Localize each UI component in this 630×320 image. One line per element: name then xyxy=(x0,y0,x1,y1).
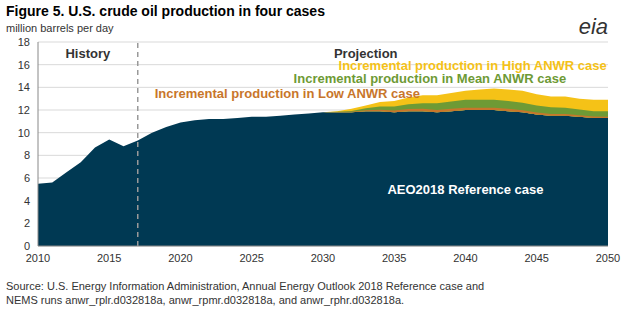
svg-text:Incremental production in Mean: Incremental production in Mean ANWR case xyxy=(294,71,567,86)
html-text:eia: eia xyxy=(578,14,608,39)
svg-text:2045: 2045 xyxy=(525,252,549,264)
svg-text:2030: 2030 xyxy=(311,252,335,264)
svg-text:2050: 2050 xyxy=(596,252,620,264)
svg-text:16: 16 xyxy=(18,59,30,71)
svg-text:8: 8 xyxy=(24,149,30,161)
svg-text:2015: 2015 xyxy=(97,252,121,264)
svg-text:0: 0 xyxy=(24,240,30,252)
svg-text:2025: 2025 xyxy=(240,252,264,264)
svg-text:12: 12 xyxy=(18,104,30,116)
svg-text:18: 18 xyxy=(18,36,30,48)
svg-text:Projection: Projection xyxy=(334,45,398,61)
svg-text:2010: 2010 xyxy=(26,252,50,264)
html-text:Source: U.S. Energy Informatio: Source: U.S. Energy Information Administ… xyxy=(6,280,485,292)
svg-text:10: 10 xyxy=(18,127,30,139)
svg-text:14: 14 xyxy=(18,81,30,93)
svg-text:2035: 2035 xyxy=(382,252,406,264)
svg-text:6: 6 xyxy=(24,172,30,184)
svg-text:2: 2 xyxy=(24,217,30,229)
html-text:NEMS runs anwr_rplr.d032818a,: NEMS runs anwr_rplr.d032818a, anwr_rpmr.… xyxy=(6,294,405,306)
svg-text:History: History xyxy=(65,46,111,61)
svg-text:2040: 2040 xyxy=(453,252,477,264)
svg-text:Incremental production in Low: Incremental production in Low ANWR case xyxy=(155,86,420,101)
html-text:million barrels per day: million barrels per day xyxy=(6,22,114,34)
svg-text:AEO2018 Reference case: AEO2018 Reference case xyxy=(387,182,543,197)
svg-text:4: 4 xyxy=(24,195,30,207)
svg-text:Incremental production in High: Incremental production in High ANWR case xyxy=(338,58,607,74)
svg-text:2020: 2020 xyxy=(168,252,192,264)
html-text:Figure 5. U.S. crude oil produ: Figure 5. U.S. crude oil production in f… xyxy=(6,3,325,19)
